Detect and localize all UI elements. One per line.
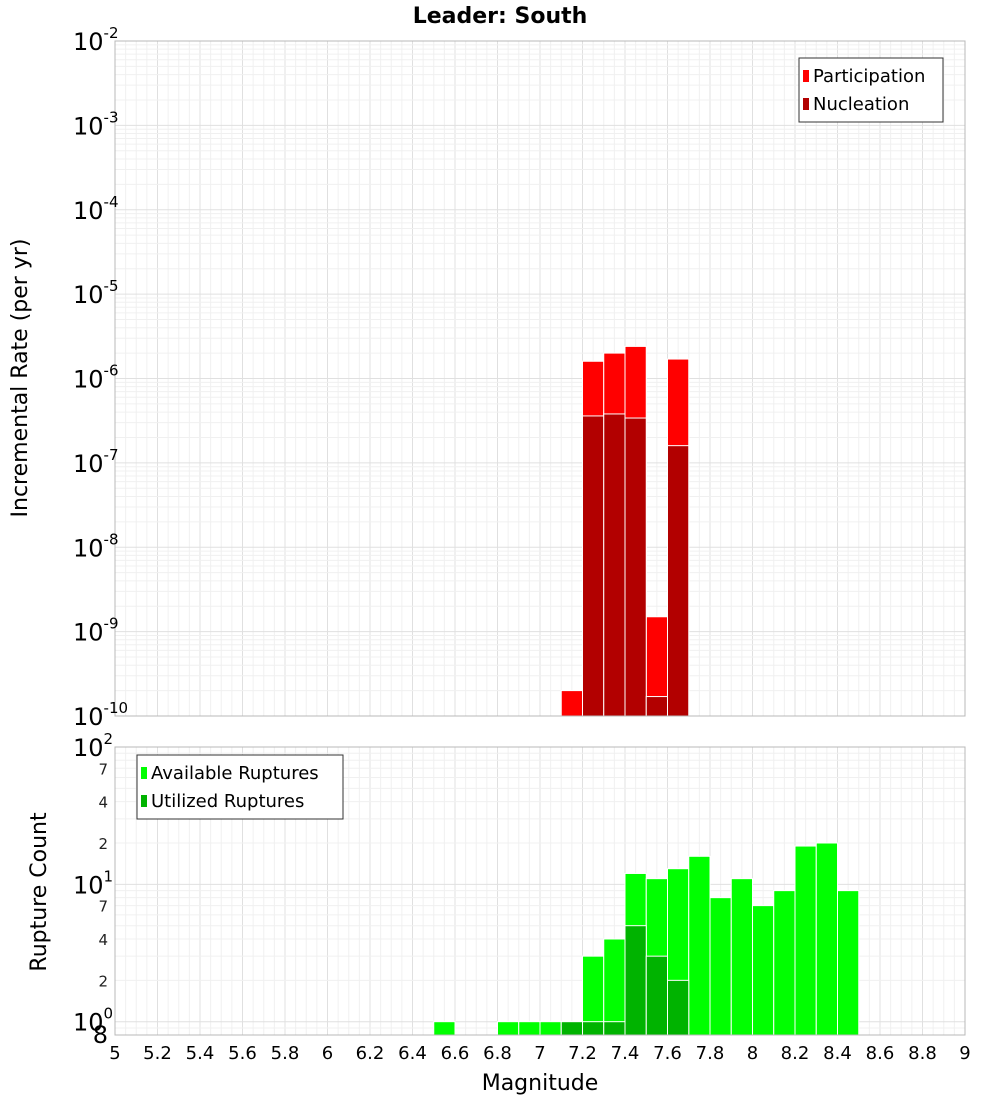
legend-swatch — [803, 98, 809, 110]
rate-legend: Participation Nucleation — [798, 57, 944, 123]
count-y-minor-tick-label: 2 — [98, 972, 108, 990]
legend-swatch — [141, 795, 147, 807]
x-tick-label: 5.4 — [186, 1043, 215, 1064]
x-tick-label: 5 — [109, 1043, 120, 1064]
x-tick-label: 8.6 — [866, 1043, 895, 1064]
count-y-tick-label: 100 — [73, 1005, 113, 1037]
rate-y-axis-label: Incremental Rate (per yr) — [8, 239, 33, 518]
count-y-tick-label: 101 — [73, 867, 113, 899]
count-y-minor-tick-label: 7 — [98, 760, 108, 778]
rate-bars — [560, 345, 690, 717]
count-utilized-ruptures-bar — [582, 1021, 605, 1036]
count-available-ruptures-bar — [730, 878, 753, 1036]
rate-y-ticks: 10-2 10-3 10-4 10-5 10-6 10-7 10-8 10-9 10-10 — [73, 24, 128, 731]
count-plot-frame — [114, 746, 966, 1036]
count-available-ruptures-bar — [837, 890, 860, 1036]
x-tick-label: 9 — [959, 1043, 970, 1064]
legend-box — [798, 57, 944, 123]
count-available-ruptures-bar — [815, 842, 838, 1036]
x-tick-label: 6.8 — [483, 1043, 512, 1064]
count-y-axis-label: Rupture Count — [27, 812, 52, 972]
rate-y-tick-label: 10-8 — [73, 530, 119, 562]
rate-nucleation-bar — [645, 696, 668, 717]
rate-grid — [114, 40, 966, 717]
legend-box — [136, 754, 344, 820]
x-tick-label: 7.2 — [568, 1043, 597, 1064]
rate-plot-frame — [114, 40, 966, 717]
rate-y-tick-label: 10-6 — [73, 362, 119, 394]
count-y-minor-tick-label: 7 — [98, 898, 108, 916]
count-utilized-ruptures-bar — [560, 1021, 583, 1036]
rate-y-tick-label: 10-2 — [73, 24, 119, 56]
legend-swatch — [803, 70, 809, 82]
count-available-ruptures-bar — [497, 1021, 520, 1036]
x-tick-label: 8.8 — [908, 1043, 937, 1064]
rate-nucleation-bar — [582, 415, 605, 717]
rate-y-tick-label: 10-7 — [73, 446, 119, 478]
x-tick-label: 8 — [747, 1043, 758, 1064]
rate-nucleation-bar — [603, 413, 626, 717]
count-available-ruptures-bar — [752, 905, 775, 1036]
count-available-ruptures-bar — [709, 897, 732, 1036]
count-utilized-ruptures-bar — [667, 979, 690, 1036]
count-bars — [433, 842, 860, 1036]
count-utilized-ruptures-bar — [603, 1021, 626, 1036]
count-utilized-ruptures-bar — [645, 955, 668, 1036]
x-tick-label: 7 — [534, 1043, 545, 1064]
count-available-ruptures-bar — [539, 1021, 562, 1036]
rate-nucleation-bar — [624, 417, 647, 717]
count-y-ticks: 102 101 100 7 4 2 7 4 2 8 — [73, 730, 113, 1049]
count-available-ruptures-bar — [518, 1021, 541, 1036]
rate-y-tick-label: 10-9 — [73, 615, 119, 647]
rate-participation-bar — [560, 690, 583, 717]
x-tick-label: 5.2 — [143, 1043, 172, 1064]
legend-label: Available Ruptures — [151, 763, 319, 784]
rate-nucleation-bar — [667, 445, 690, 717]
count-panel: 102 101 100 7 4 2 7 4 2 8 Available Ruptures Utili… — [73, 730, 966, 1049]
rate-y-tick-label: 10-5 — [73, 277, 119, 309]
x-tick-label: 8.4 — [823, 1043, 852, 1064]
x-tick-label: 7.6 — [653, 1043, 682, 1064]
legend-swatch — [141, 767, 147, 779]
legend-label: Utilized Ruptures — [151, 791, 304, 812]
x-tick-label: 6.4 — [398, 1043, 427, 1064]
count-available-ruptures-bar — [603, 938, 626, 1036]
count-y-minor-tick-label: 4 — [98, 931, 108, 949]
rate-y-tick-label: 10-4 — [73, 193, 119, 225]
count-available-ruptures-bar — [794, 845, 817, 1036]
chart-title: Leader: South — [413, 4, 588, 29]
legend-label: Nucleation — [813, 94, 909, 115]
x-tick-label: 7.8 — [696, 1043, 725, 1064]
x-tick-label: 6.2 — [356, 1043, 385, 1064]
x-tick-label: 7.4 — [611, 1043, 640, 1064]
legend-label: Participation — [813, 66, 925, 87]
count-available-ruptures-bar — [773, 890, 796, 1036]
count-y-minor-tick-label: 4 — [98, 794, 108, 812]
count-y-minor-tick-label: 2 — [98, 835, 108, 853]
count-utilized-ruptures-bar — [624, 925, 647, 1036]
x-tick-label: 8.2 — [781, 1043, 810, 1064]
rate-y-tick-label: 10-10 — [73, 699, 128, 731]
rate-panel: 10-2 10-3 10-4 10-5 10-6 10-7 10-8 10-9 10-10 Pa… — [73, 24, 966, 731]
rate-y-tick-label: 10-3 — [73, 108, 119, 140]
count-legend: Available Ruptures Utilized Ruptures — [136, 754, 344, 820]
x-tick-label: 5.6 — [228, 1043, 257, 1064]
x-axis-label: Magnitude — [482, 1071, 599, 1096]
count-y-tick-label: 102 — [73, 730, 113, 762]
count-y-minor-tick-label: 8 — [93, 1021, 108, 1049]
x-tick-label: 6.6 — [441, 1043, 470, 1064]
x-tick-label: 6 — [322, 1043, 333, 1064]
count-available-ruptures-bar — [688, 855, 711, 1036]
x-tick-label: 5.8 — [271, 1043, 300, 1064]
x-axis-ticks: 5 5.2 5.4 5.6 5.8 6 6.2 6.4 6.6 6.8 7 7.2 7.4 7.6 7.8 8… — [109, 1043, 970, 1064]
count-available-ruptures-bar — [433, 1021, 456, 1036]
